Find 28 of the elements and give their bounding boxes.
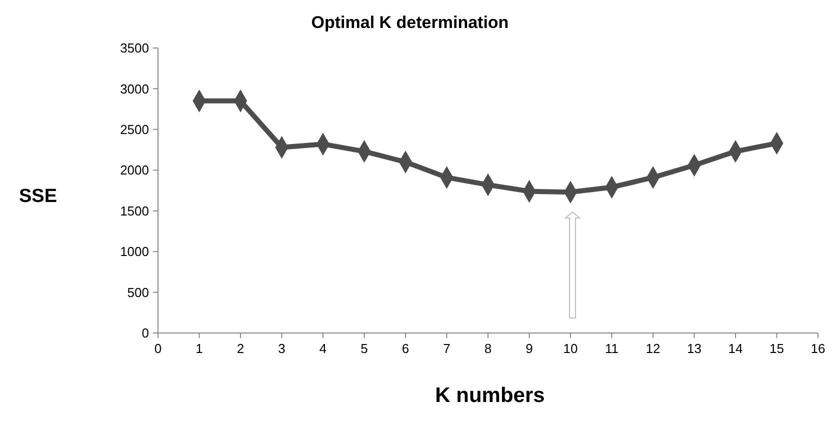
y-tick-label: 3000 [120, 81, 149, 96]
y-tick-label: 2500 [120, 122, 149, 137]
x-tick-label: 6 [402, 341, 410, 356]
x-tick-label: 13 [687, 341, 702, 356]
x-tick-label: 2 [236, 341, 244, 356]
x-tick-label: 16 [810, 341, 826, 356]
x-tick-label: 4 [319, 341, 327, 356]
x-tick-label: 12 [646, 341, 660, 356]
x-tick-label: 11 [605, 341, 618, 356]
x-tick-label: 8 [484, 341, 492, 356]
x-tick-label: 3 [278, 341, 286, 356]
y-tick-label: 1500 [120, 203, 149, 218]
x-tick-label: 9 [526, 341, 533, 356]
y-tick-label: 2000 [120, 162, 149, 178]
x-tick-label: 15 [770, 341, 784, 356]
x-tick-label: 10 [563, 341, 578, 356]
x-tick-label: 5 [360, 341, 368, 356]
y-tick-label: 500 [127, 284, 149, 300]
x-tick-label: 14 [728, 341, 743, 356]
y-tick-label: 3500 [120, 40, 149, 56]
chart-title: Optimal K determination [311, 13, 509, 32]
y-axis-title: SSE [18, 186, 58, 207]
x-tick-label: 1 [196, 341, 203, 356]
x-axis-title: K numbers [435, 384, 545, 407]
y-tick-label: 1000 [120, 244, 149, 260]
x-tick-label: 0 [154, 341, 162, 356]
y-tick-label: 0 [142, 326, 149, 341]
x-tick-label: 7 [443, 341, 450, 356]
